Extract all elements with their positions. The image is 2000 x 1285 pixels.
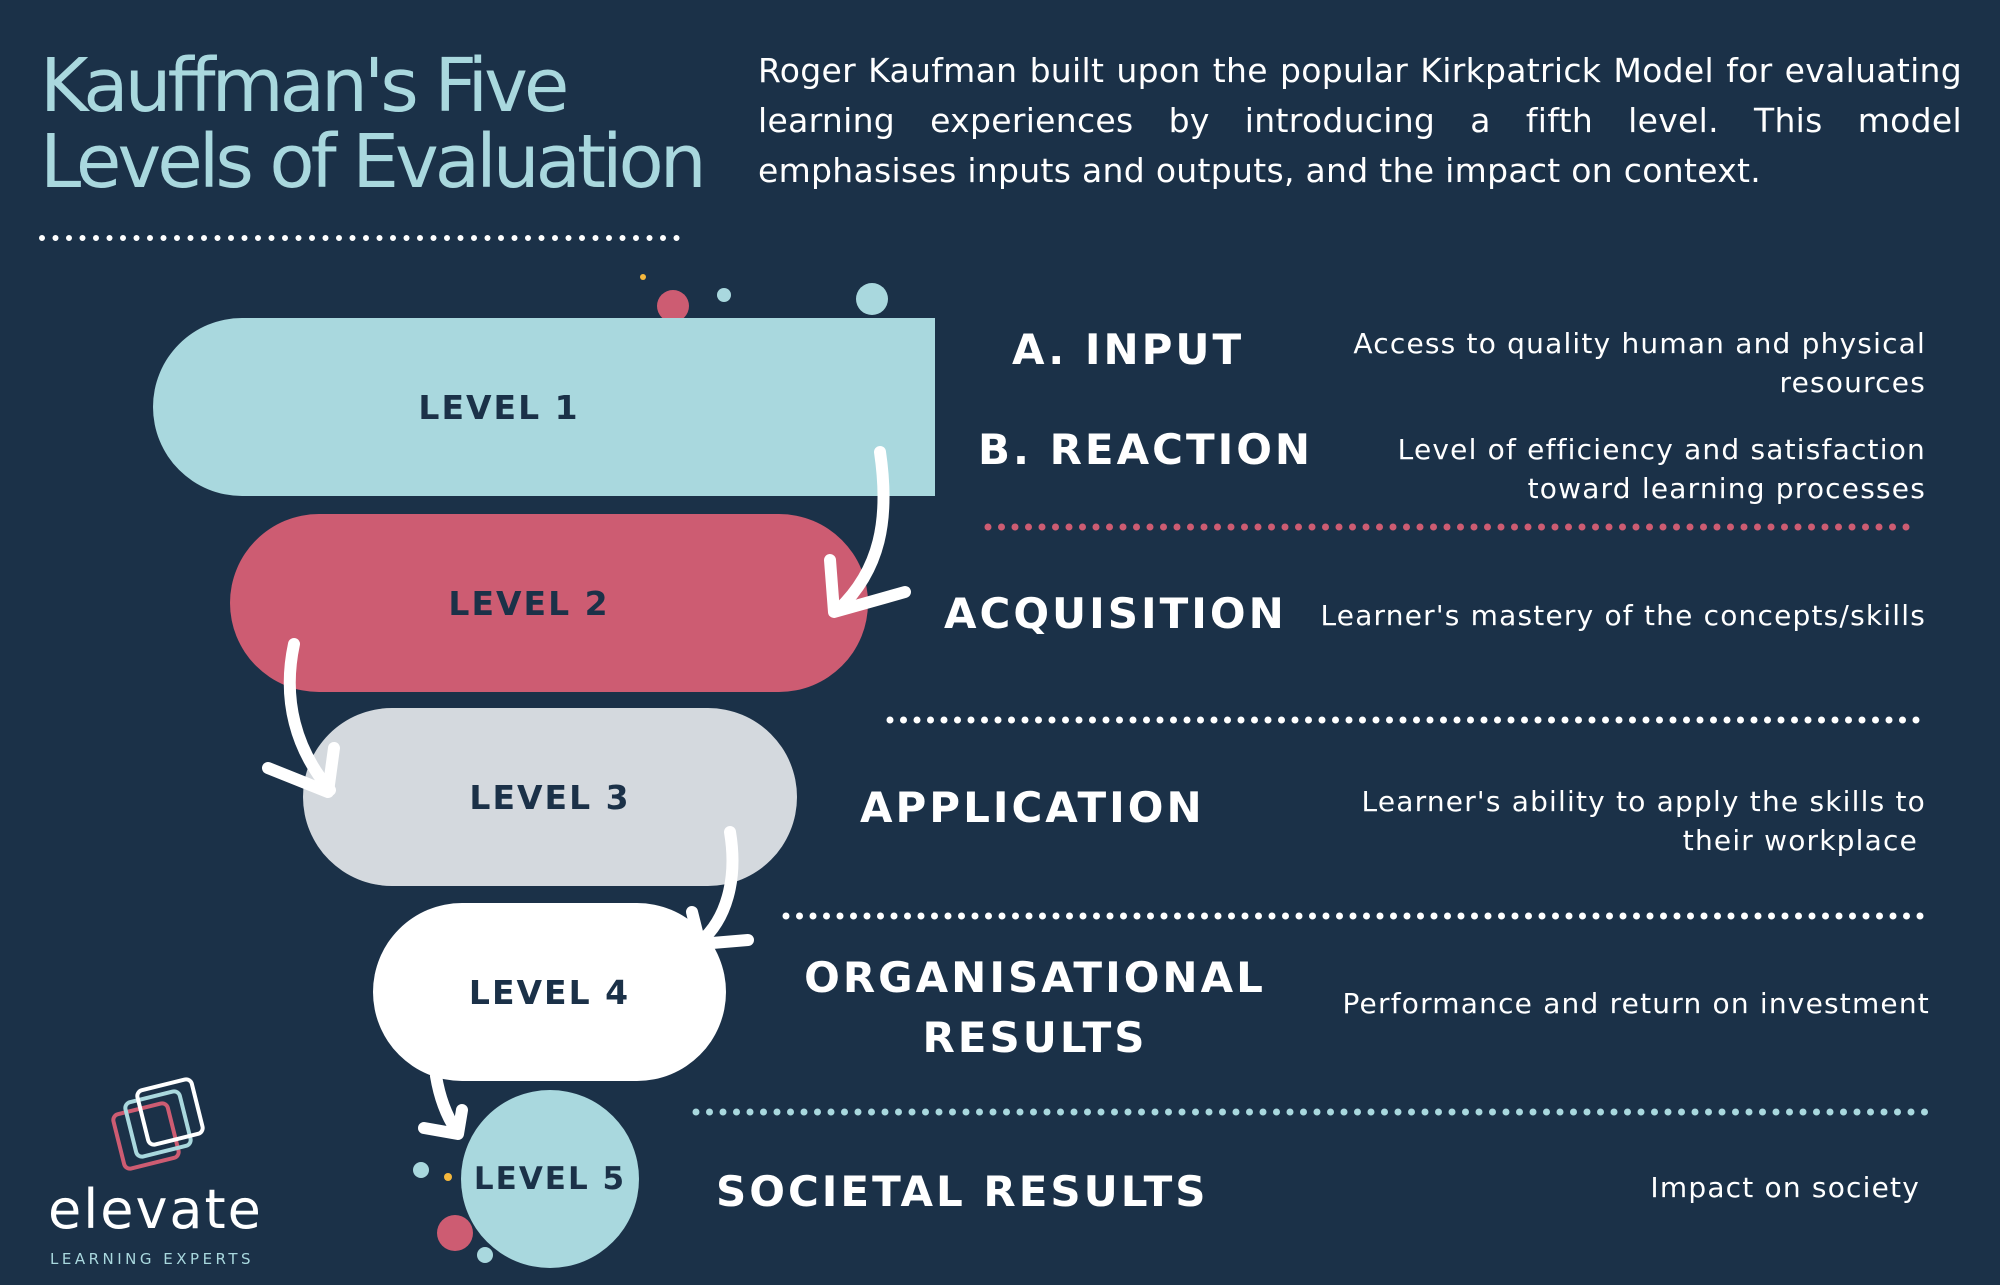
logo-wordmark: elevate: [48, 1178, 263, 1241]
heading-reaction: B. REACTION: [978, 425, 1314, 474]
dot-pink-bottom: [437, 1215, 473, 1251]
level-5-circle: LEVEL 5: [461, 1090, 639, 1268]
heading-organisational-line-2: RESULTS: [922, 1013, 1148, 1062]
dot-teal-bottom-2: [477, 1247, 493, 1263]
description-application: Learner's ability to apply the skills to…: [1286, 782, 1926, 860]
level-2-pill: LEVEL 2: [230, 514, 868, 692]
description-organisational-line-1: Performance and return on investment: [1342, 987, 1930, 1020]
heading-input: A. INPUT: [1012, 325, 1245, 374]
level-5-label: LEVEL 5: [473, 1161, 627, 1197]
description-reaction-line-1: Level of efficiency and satisfaction: [1397, 433, 1926, 466]
description-societal-results: Impact on society: [1320, 1168, 1920, 1207]
dot-teal-bottom-1: [413, 1162, 429, 1178]
description-application-line-1: Learner's ability to apply the skills to: [1361, 785, 1926, 818]
description-reaction: Level of efficiency and satisfaction tow…: [1286, 430, 1926, 508]
heading-organisational-results: ORGANISATIONAL RESULTS: [800, 948, 1270, 1068]
title-line-2: Levels of Evaluation: [40, 119, 707, 205]
heading-societal-results: SOCIETAL RESULTS: [716, 1167, 1209, 1216]
level-3-pill: LEVEL 3: [303, 708, 797, 886]
description-organisational-results: Performance and return on investment: [1250, 984, 1930, 1023]
level-2-label: LEVEL 2: [448, 583, 610, 623]
description-input-line-2: resources: [1779, 366, 1926, 399]
heading-application: APPLICATION: [860, 783, 1205, 832]
logo-subtitle: LEARNING EXPERTS: [50, 1250, 255, 1268]
dot-teal-big-top: [856, 283, 888, 315]
level-4-label: LEVEL 4: [468, 972, 631, 1012]
dot-pink-top: [657, 290, 689, 322]
description-acquisition: Learner's mastery of the concepts/skills: [1246, 596, 1926, 635]
heading-acquisition: ACQUISITION: [944, 589, 1287, 638]
level-1-label: LEVEL 1: [418, 387, 580, 427]
title-line-1: Kauffman's Five: [40, 43, 569, 129]
description-input-line-1: Access to quality human and physical: [1353, 327, 1926, 360]
intro-paragraph: Roger Kaufman built upon the popular Kir…: [758, 51, 1962, 190]
description-application-line-2: their workplace: [1682, 824, 1918, 857]
description-input: Access to quality human and physical res…: [1286, 324, 1926, 402]
level-4-pill: LEVEL 4: [373, 903, 726, 1081]
page-title: Kauffman's Five Levels of Evaluation: [40, 48, 720, 200]
heading-organisational-line-1: ORGANISATIONAL: [804, 953, 1266, 1002]
dot-teal-small-top: [717, 288, 731, 302]
description-acquisition-line-1: Learner's mastery of the concepts/skills: [1320, 599, 1926, 632]
dot-gold-5: [444, 1173, 452, 1181]
description-societal-line-1: Impact on society: [1650, 1171, 1920, 1204]
dot-gold-1: [640, 274, 646, 280]
description-reaction-line-2: toward learning processes: [1527, 472, 1926, 505]
elevate-logo-mark-icon: [111, 1077, 205, 1171]
level-3-label: LEVEL 3: [469, 777, 631, 817]
level-1-pill: LEVEL 1: [153, 318, 935, 496]
